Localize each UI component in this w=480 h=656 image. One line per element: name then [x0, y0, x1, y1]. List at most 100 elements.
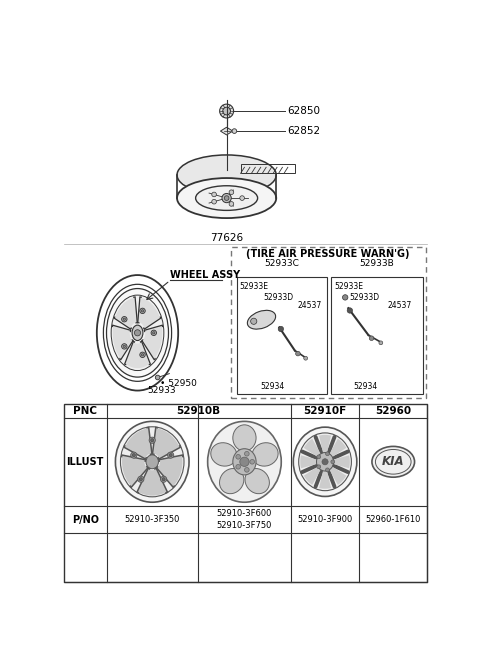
Circle shape: [123, 345, 125, 348]
Ellipse shape: [107, 289, 168, 377]
Circle shape: [142, 354, 144, 356]
Text: 62850: 62850: [287, 106, 320, 116]
Circle shape: [322, 459, 328, 465]
Text: 52933E: 52933E: [240, 282, 269, 291]
Polygon shape: [125, 428, 151, 458]
Circle shape: [212, 192, 216, 197]
Circle shape: [325, 468, 329, 472]
Circle shape: [240, 195, 244, 200]
Circle shape: [156, 375, 160, 380]
Circle shape: [325, 452, 329, 456]
Ellipse shape: [372, 446, 415, 477]
Text: 52933D: 52933D: [350, 293, 380, 302]
Polygon shape: [115, 298, 137, 328]
Circle shape: [229, 201, 234, 206]
Text: 52934: 52934: [260, 382, 284, 391]
Circle shape: [134, 330, 141, 336]
Ellipse shape: [316, 453, 334, 471]
Circle shape: [331, 460, 335, 464]
Circle shape: [232, 129, 237, 133]
Circle shape: [240, 457, 249, 466]
Circle shape: [138, 476, 144, 482]
Text: 52933C: 52933C: [264, 259, 299, 268]
Polygon shape: [122, 456, 147, 486]
Circle shape: [121, 317, 127, 322]
Text: 77626: 77626: [210, 233, 243, 243]
Circle shape: [369, 336, 374, 340]
Ellipse shape: [293, 427, 357, 497]
Text: PNC: PNC: [73, 406, 97, 416]
Circle shape: [220, 104, 234, 118]
Circle shape: [236, 464, 240, 469]
Ellipse shape: [219, 468, 244, 494]
Circle shape: [121, 344, 127, 349]
Circle shape: [223, 107, 230, 115]
Text: 24537: 24537: [387, 300, 411, 310]
Text: KIA: KIA: [382, 455, 405, 468]
Circle shape: [379, 341, 383, 345]
Ellipse shape: [233, 425, 256, 451]
Polygon shape: [333, 455, 350, 468]
Text: (TIRE AIR PRESSURE WARN'G): (TIRE AIR PRESSURE WARN'G): [246, 249, 410, 258]
Ellipse shape: [211, 443, 237, 466]
Ellipse shape: [146, 455, 158, 469]
Polygon shape: [304, 466, 321, 485]
Circle shape: [151, 330, 156, 335]
Polygon shape: [319, 435, 331, 453]
Circle shape: [304, 356, 308, 360]
Text: 52933D: 52933D: [264, 293, 294, 302]
Circle shape: [212, 199, 216, 204]
Text: 52910B: 52910B: [177, 406, 221, 416]
Polygon shape: [329, 466, 346, 485]
Ellipse shape: [299, 433, 351, 491]
Ellipse shape: [252, 443, 278, 466]
Ellipse shape: [233, 449, 256, 475]
Circle shape: [123, 318, 125, 320]
Polygon shape: [220, 127, 233, 135]
Text: 52960-1F610: 52960-1F610: [366, 515, 421, 524]
Text: WHEEL ASSY: WHEEL ASSY: [170, 270, 240, 281]
Ellipse shape: [247, 310, 276, 329]
Polygon shape: [319, 470, 331, 489]
Circle shape: [149, 437, 156, 443]
Text: 52910-3F900: 52910-3F900: [298, 515, 353, 524]
Circle shape: [296, 352, 300, 356]
Text: 52934: 52934: [353, 382, 377, 391]
Text: 52910F: 52910F: [303, 406, 347, 416]
Circle shape: [222, 194, 231, 203]
Polygon shape: [300, 455, 318, 468]
Text: 24537: 24537: [297, 300, 322, 310]
Circle shape: [236, 455, 240, 459]
Ellipse shape: [177, 155, 276, 195]
Polygon shape: [143, 326, 162, 359]
Circle shape: [131, 452, 137, 458]
Ellipse shape: [245, 468, 269, 494]
Text: 62852: 62852: [287, 126, 320, 136]
Text: ILLUST: ILLUST: [67, 457, 104, 467]
Ellipse shape: [177, 178, 276, 218]
Circle shape: [140, 352, 145, 358]
Circle shape: [251, 318, 257, 324]
Circle shape: [244, 468, 249, 472]
Circle shape: [153, 332, 155, 334]
Circle shape: [347, 308, 353, 313]
Circle shape: [250, 459, 254, 464]
Circle shape: [317, 465, 321, 468]
Circle shape: [140, 308, 145, 314]
Circle shape: [168, 452, 174, 458]
Text: • 52950: • 52950: [160, 379, 197, 388]
Polygon shape: [138, 469, 167, 496]
Polygon shape: [157, 456, 182, 486]
Circle shape: [142, 310, 144, 312]
Polygon shape: [125, 342, 150, 368]
Ellipse shape: [196, 186, 258, 211]
Text: 52933B: 52933B: [360, 259, 395, 268]
Polygon shape: [138, 298, 160, 328]
Ellipse shape: [115, 421, 189, 502]
Circle shape: [132, 453, 135, 457]
Polygon shape: [113, 326, 132, 359]
Polygon shape: [153, 428, 180, 458]
Text: 52933: 52933: [147, 386, 175, 395]
Circle shape: [244, 451, 249, 456]
Circle shape: [160, 476, 167, 482]
